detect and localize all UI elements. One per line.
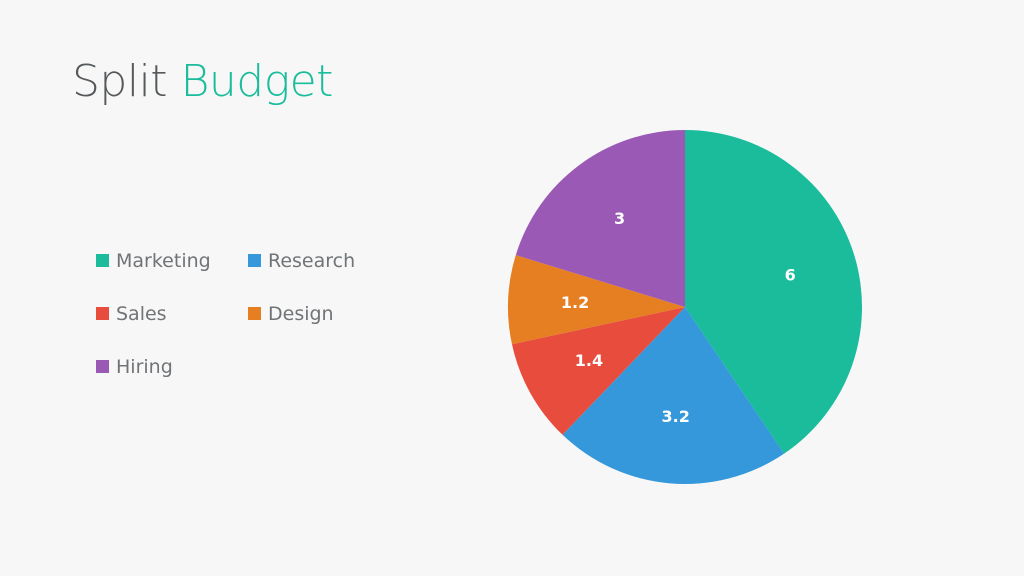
pie-label-research: 3.2	[661, 407, 689, 426]
legend-swatch-marketing	[96, 254, 109, 267]
pie-label-hiring: 3	[614, 209, 625, 228]
legend-label-marketing: Marketing	[116, 249, 211, 272]
legend-label-design: Design	[268, 302, 334, 325]
legend-label-research: Research	[268, 249, 356, 272]
pie-label-sales: 1.4	[575, 351, 603, 370]
legend-swatch-research	[248, 254, 261, 267]
pie-label-design: 1.2	[561, 293, 589, 312]
legend-item-sales: Sales	[96, 301, 248, 326]
title-word-split: Split	[72, 56, 168, 107]
chart-legend: Marketing Research Sales Design Hiring	[96, 248, 396, 379]
pie-chart: 6 3.2 1.4 1.2 3	[508, 130, 862, 485]
slide-title: Split Budget	[72, 54, 333, 110]
pie-label-marketing: 6	[785, 265, 796, 284]
pie-slice-hiring	[515, 130, 685, 307]
legend-item-design: Design	[248, 301, 398, 326]
pie-slice-sales	[511, 307, 685, 435]
legend-swatch-hiring	[96, 360, 109, 373]
pie-slice-research	[562, 307, 785, 485]
pie-slice-marketing	[685, 130, 862, 454]
legend-item-research: Research	[248, 248, 398, 273]
pie-slice-design	[508, 255, 685, 345]
legend-swatch-sales	[96, 307, 109, 320]
legend-swatch-design	[248, 307, 261, 320]
title-word-budget: Budget	[180, 56, 334, 107]
legend-item-marketing: Marketing	[96, 248, 248, 273]
legend-label-hiring: Hiring	[116, 355, 173, 378]
legend-item-hiring: Hiring	[96, 354, 248, 379]
legend-label-sales: Sales	[116, 302, 167, 325]
